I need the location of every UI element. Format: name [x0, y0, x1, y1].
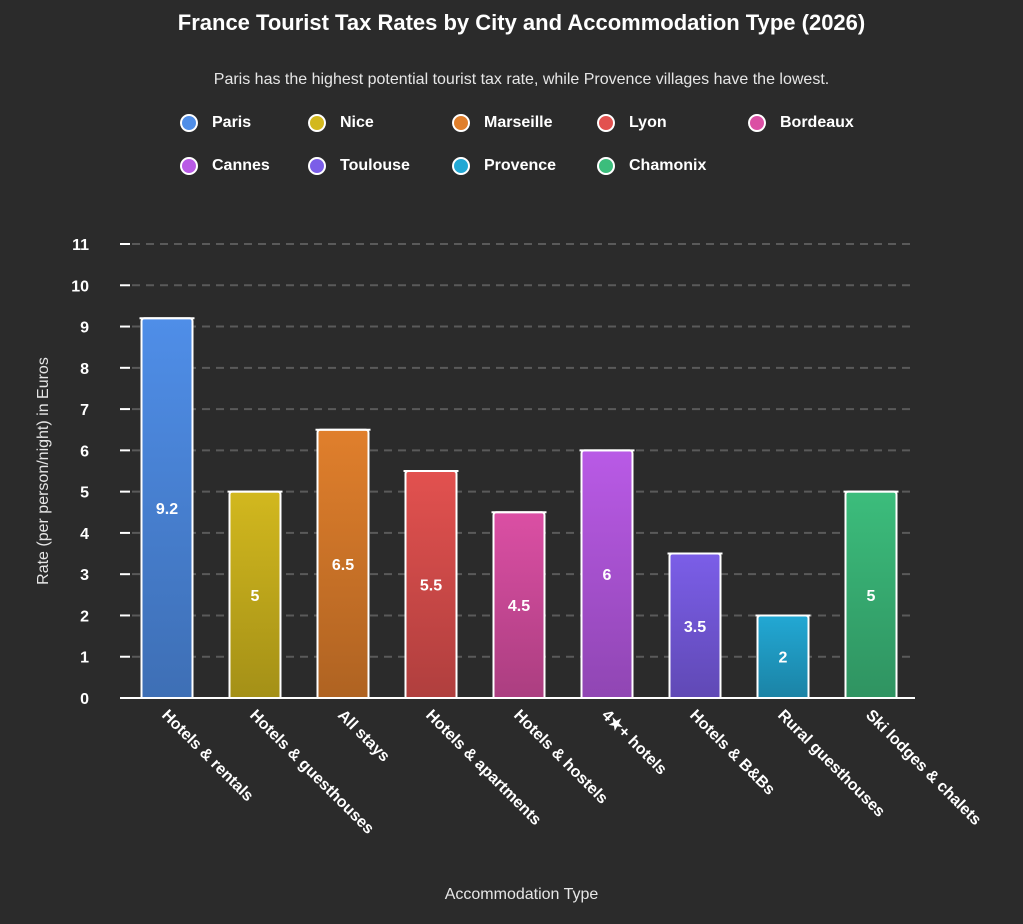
legend-item-lyon[interactable]: Lyon — [597, 114, 667, 132]
data-label: 5 — [867, 588, 876, 605]
y-tick-label: 7 — [80, 402, 89, 419]
legend-swatch — [180, 157, 198, 175]
data-label: 9.2 — [156, 501, 178, 518]
x-tick-label: Hotels & rentals — [158, 707, 256, 805]
legend-label: Cannes — [212, 157, 270, 174]
data-label: 5 — [251, 588, 260, 605]
y-tick-label: 6 — [80, 443, 89, 460]
legend-swatch — [452, 157, 470, 175]
chart-subtitle: Paris has the highest potential tourist … — [213, 71, 830, 88]
y-tick-label: 8 — [80, 361, 89, 378]
legend-item-provence[interactable]: Provence — [452, 157, 556, 175]
x-axis-label: Accommodation Type — [444, 886, 599, 903]
y-tick-label: 9 — [80, 320, 89, 337]
legend-swatch — [308, 157, 326, 175]
legend-item-toulouse[interactable]: Toulouse — [308, 157, 410, 175]
y-tick-label: 4 — [80, 526, 89, 543]
legend-label: Chamonix — [629, 157, 707, 174]
y-tick-label: 11 — [72, 237, 89, 254]
legend-swatch — [597, 114, 615, 132]
y-tick-label: 5 — [80, 485, 89, 502]
legend-label: Toulouse — [340, 157, 410, 174]
legend-item-marseille[interactable]: Marseille — [452, 114, 552, 132]
legend-item-cannes[interactable]: Cannes — [180, 157, 270, 175]
legend-item-bordeaux[interactable]: Bordeaux — [748, 114, 854, 132]
data-label: 4.5 — [508, 598, 530, 615]
y-tick-label: 2 — [80, 608, 89, 625]
x-tick-label: 4★+ hotels — [598, 707, 670, 779]
data-label: 6 — [603, 567, 612, 584]
legend-swatch — [748, 114, 766, 132]
x-tick-label: Hotels & hostels — [510, 707, 611, 808]
chart-title: France Tourist Tax Rates by City and Acc… — [177, 10, 866, 35]
data-label: 6.5 — [332, 557, 354, 574]
legend-label: Nice — [340, 114, 374, 131]
legend-label: Lyon — [629, 114, 667, 131]
legend-item-nice[interactable]: Nice — [308, 114, 374, 132]
y-tick-label: 3 — [80, 567, 89, 584]
data-label: 5.5 — [420, 578, 442, 595]
y-tick-label: 10 — [71, 278, 89, 295]
x-tick-label: Hotels & B&Bs — [686, 707, 778, 799]
data-label: 2 — [779, 650, 788, 667]
y-tick-label: 0 — [80, 691, 89, 708]
legend-label: Marseille — [484, 114, 553, 131]
legend-label: Bordeaux — [780, 114, 854, 131]
legend-swatch — [597, 157, 615, 175]
x-tick-label: All stays — [334, 707, 393, 766]
data-label: 3.5 — [684, 619, 706, 636]
legend-item-paris[interactable]: Paris — [180, 114, 251, 132]
legend-swatch — [180, 114, 198, 132]
legend-item-chamonix[interactable]: Chamonix — [597, 157, 706, 175]
legend-swatch — [452, 114, 470, 132]
legend-label: Paris — [212, 114, 252, 131]
y-tick-label: 1 — [80, 650, 89, 667]
legend-label: Provence — [484, 157, 557, 174]
legend-swatch — [308, 114, 326, 132]
